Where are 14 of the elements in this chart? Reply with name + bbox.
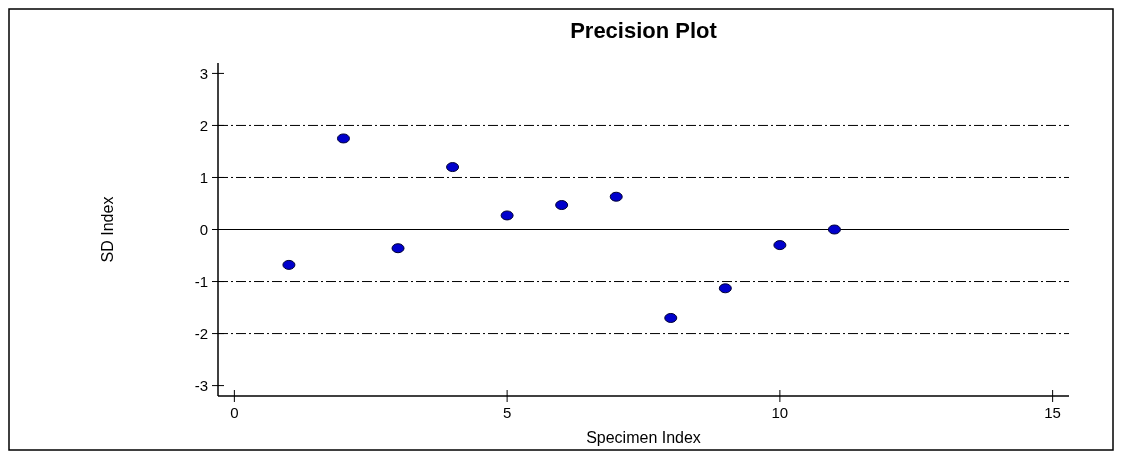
chart-title: Precision Plot	[570, 18, 718, 43]
x-axis-title: Specimen Index	[586, 429, 701, 446]
y-tick-label: 3	[199, 64, 208, 82]
x-tick-label: 0	[230, 404, 239, 421]
y-tick-label: -3	[194, 376, 208, 394]
x-tick-label: 15	[1044, 404, 1061, 421]
y-tick-label: 2	[199, 116, 208, 134]
y-tick-label: -1	[194, 272, 208, 290]
y-tick-label: -2	[194, 324, 208, 342]
y-tick-label: 0	[199, 220, 208, 238]
y-tick-label: 1	[199, 168, 208, 186]
x-tick-label: 10	[771, 404, 789, 421]
y-axis-title: SD Index	[99, 196, 116, 263]
x-tick-label: 5	[502, 404, 512, 421]
